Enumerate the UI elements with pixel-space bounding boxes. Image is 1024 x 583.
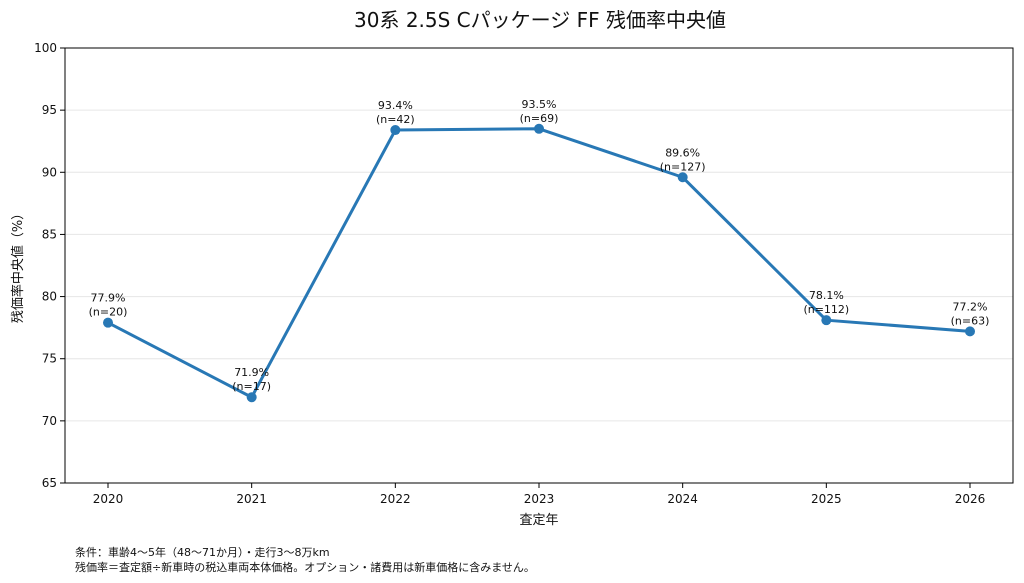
y-tick-label: 80 xyxy=(42,290,57,304)
data-point xyxy=(103,317,113,328)
x-tick-label: 2021 xyxy=(236,492,267,506)
data-label-count: (n=42) xyxy=(376,113,415,126)
data-point xyxy=(534,123,544,134)
gridlines xyxy=(65,109,1013,422)
data-point xyxy=(821,315,832,326)
series-line xyxy=(107,127,971,399)
data-label-value: 78.1% xyxy=(809,289,844,302)
data-point xyxy=(246,392,257,403)
data-label-count: (n=127) xyxy=(660,160,706,173)
y-tick-label: 100 xyxy=(34,41,57,55)
data-label-value: 93.5% xyxy=(522,98,557,111)
data-label-count: (n=63) xyxy=(951,314,990,327)
note-conditions: 条件：車齢4〜5年（48〜71か月）・走行3〜8万km xyxy=(75,545,330,559)
note-definition: 残価率＝査定額÷新車時の税込車両本体価格。オプション・諸費用は新車価格に含みませ… xyxy=(75,560,535,574)
data-point xyxy=(390,125,401,136)
y-axis-label: 残価率中央値（%） xyxy=(10,207,26,323)
data-label-value: 89.6% xyxy=(665,146,700,159)
x-tick-label: 2020 xyxy=(93,492,124,506)
y-tick-label: 70 xyxy=(42,414,57,428)
data-label-count: (n=112) xyxy=(803,303,849,316)
y-tick-label: 65 xyxy=(42,476,57,490)
data-labels: 77.9%(n=20)71.9%(n=17)93.4%(n=42)93.5%(n… xyxy=(89,98,990,393)
chart-title: 30系 2.5S Cパッケージ FF 残価率中央値 xyxy=(354,8,726,32)
data-label-count: (n=69) xyxy=(520,112,559,125)
data-label-value: 71.9% xyxy=(234,366,269,379)
data-series xyxy=(103,123,975,403)
data-label-value: 77.2% xyxy=(953,300,988,313)
data-point xyxy=(965,326,975,337)
x-tick-label: 2026 xyxy=(955,492,986,506)
x-axis-label: 査定年 xyxy=(519,513,558,528)
data-label-count: (n=20) xyxy=(89,306,128,319)
data-label-count: (n=17) xyxy=(232,380,271,393)
x-tick-label: 2022 xyxy=(380,492,411,506)
x-tick-label: 2024 xyxy=(667,492,698,506)
x-tick-label: 2025 xyxy=(811,492,842,506)
y-tick-label: 85 xyxy=(42,227,57,241)
x-axis: 2020 2021 2022 2023 2024 2025 2026 xyxy=(93,483,986,506)
y-tick-label: 90 xyxy=(42,165,57,179)
y-axis: 65 70 75 80 85 90 95 100 xyxy=(34,41,65,490)
data-point xyxy=(677,172,688,183)
data-label-value: 77.9% xyxy=(91,292,126,305)
data-label-value: 93.4% xyxy=(378,99,413,112)
y-tick-label: 75 xyxy=(42,352,57,366)
x-tick-label: 2023 xyxy=(524,492,555,506)
y-tick-label: 95 xyxy=(42,103,57,117)
